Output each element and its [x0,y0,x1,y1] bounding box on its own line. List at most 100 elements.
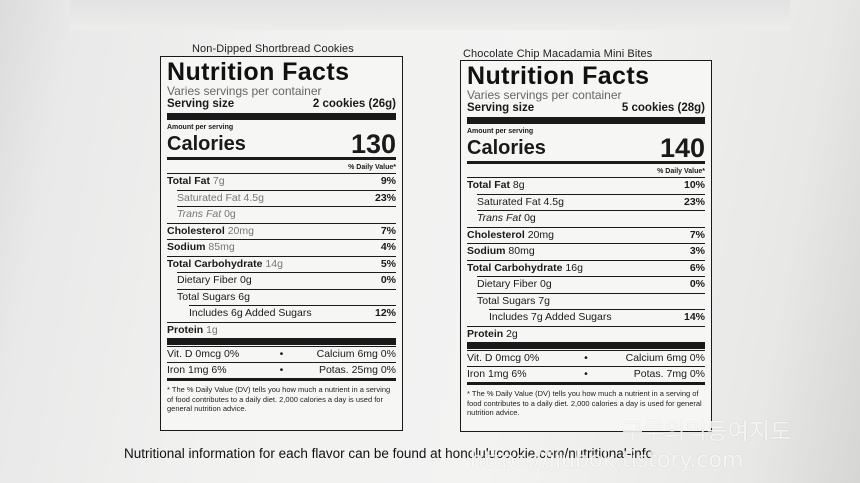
calories-row: Calories 140 [467,135,705,162]
nutrient-row-sodium: Sodium 85mg 4% [167,239,396,256]
nutrient-row-dietary-fiber: Dietary Fiber 0g 0% [177,272,396,289]
nutrient-row-cholesterol: Cholesterol 20mg 7% [167,222,396,240]
vitamin-right: Calcium 6mg 0% [316,348,396,360]
nutrient-row-protein: Protein 1g [167,321,396,339]
calories-row: Calories 130 [167,129,396,159]
nutrient-name: Total Sugars [177,290,236,303]
nutrient-amount: 4.5g [543,195,564,208]
nutrient-name: Total Carbohydrate [467,261,563,274]
nutrient-row-trans-fat: Trans Fat 0g [477,210,705,227]
nutrient-row-added-sugars: Includes 6g Added Sugars 12% [189,305,396,322]
nutrient-pct: 5% [380,257,396,270]
nutrient-amount: 6g [238,290,250,303]
watermark-url: https://jjubok.tistory.com [470,448,744,473]
nutrient-name: Total Sugars [477,294,536,307]
nutrient-name: Saturated Fat [477,195,541,208]
vitamin-left: Vit. D 0mcg 0% [167,348,240,360]
nutrient-name: Sodium [167,241,206,253]
nutrient-pct: 14% [683,311,705,323]
vitamin-row: Iron 1mg 6% • Potas. 25mg 0% [167,362,396,378]
nutrient-amount: 80mg [508,245,535,257]
vitamin-right: Potas. 7mg 0% [633,368,705,380]
label-title: Nutrition Facts [467,62,650,90]
nutrient-row-saturated-fat: Saturated Fat 4.5g 23% [477,193,705,211]
daily-value-header: % Daily Value* [348,164,396,171]
nutrient-amount: 0g [224,208,236,220]
daily-value-header: % Daily Value* [657,168,705,175]
bullet-icon: • [584,352,588,364]
nutrient-name: Total Fat [167,175,210,187]
nutrient-name: Trans Fat [177,208,222,220]
divider-thick [167,338,396,345]
vitamin-row: Iron 1mg 6% • Potas. 7mg 0% [467,366,705,382]
nutrient-name: Cholesterol [167,224,225,237]
serving-size-value: 5 cookies (28g) [621,102,705,114]
nutrient-amount: 14g [265,257,283,270]
nutrient-name: Includes 6g Added Sugars [189,307,312,319]
nutrient-pct: 12% [374,307,396,319]
calories-value: 130 [350,129,396,159]
nutrition-label-left: Nutrition Facts Varies servings per cont… [160,56,403,431]
nutrient-amount: 1g [206,323,218,336]
serving-size-row: Serving size 5 cookies (28g) [467,101,705,115]
nutrient-name: Protein [467,327,504,340]
nutrient-name: Total Carbohydrate [167,257,263,270]
nutrient-pct: 9% [380,175,396,187]
nutrient-name: Cholesterol [467,228,525,241]
nutrient-amount: 4.5g [243,191,264,204]
divider-medium [167,378,396,381]
vitamin-row: Vit. D 0mcg 0% • Calcium 6mg 0% [167,346,396,362]
nutrient-pct: 23% [683,195,705,208]
nutrient-pct: 6% [689,261,705,274]
servings-per-container: Varies servings per container [167,84,322,98]
nutrient-name: Protein [167,323,204,336]
nutrient-amount: 7g [538,294,550,307]
nutrient-row-total-sugars: Total Sugars 7g [477,292,705,310]
divider-thick [467,342,705,349]
divider-medium [467,382,705,385]
divider-medium [467,161,705,164]
nutrient-amount: 20mg [527,228,554,241]
nutrient-name: Trans Fat [477,212,522,224]
flavor-name-left: Non-Dipped Shortbread Cookies [192,43,354,55]
nutrient-row-total-carbohydrate: Total Carbohydrate 16g 6% [467,259,705,277]
watermark-korean: 구루의먹등여지도 [622,419,792,445]
dv-footnote: * The % Daily Value (DV) tells you how m… [167,385,391,413]
serving-size-row: Serving size 2 cookies (26g) [167,97,396,111]
calories-label: Calories [167,133,246,155]
nutrient-amount: 0g [240,274,252,286]
amount-per-serving: Amount per serving [167,124,234,131]
nutrient-pct: 23% [374,191,396,204]
serving-size-value: 2 cookies (26g) [312,98,396,110]
nutrient-row-protein: Protein 2g [467,325,705,343]
nutrient-amount: 7g [212,175,225,187]
nutrient-row-total-carbohydrate: Total Carbohydrate 14g 5% [167,255,396,273]
nutrient-row-total-fat: Total Fat 7g 9% [167,173,396,190]
nutrient-amount: 2g [506,327,518,340]
nutrient-amount: 16g [565,261,583,274]
nutrition-info-note: Nutritional information for each flavor … [124,446,654,461]
nutrient-name: Includes 7g Added Sugars [489,311,612,323]
nutrient-row-total-fat: Total Fat 8g 10% [467,177,705,194]
vitamin-row: Vit. D 0mcg 0% • Calcium 6mg 0% [467,350,705,366]
nutrient-pct: 0% [689,278,705,290]
nutrient-amount: 20mg [227,224,254,237]
nutrient-row-cholesterol: Cholesterol 20mg 7% [467,226,705,244]
nutrient-pct: 0% [380,274,396,286]
nutrient-name: Saturated Fat [177,191,241,204]
nutrient-amount: 85mg [208,241,235,253]
divider-thick [467,117,705,124]
nutrient-row-total-sugars: Total Sugars 6g [177,288,396,306]
nutrient-pct: 10% [683,179,705,191]
amount-per-serving: Amount per serving [467,128,534,135]
nutrient-row-dietary-fiber: Dietary Fiber 0g 0% [477,276,705,293]
nutrient-row-added-sugars: Includes 7g Added Sugars 14% [489,309,705,326]
nutrient-row-saturated-fat: Saturated Fat 4.5g 23% [177,189,396,207]
nutrient-name: Dietary Fiber [177,274,238,286]
nutrient-row-trans-fat: Trans Fat 0g [177,206,396,223]
calories-label: Calories [467,137,546,159]
vitamin-left: Iron 1mg 6% [467,368,527,380]
nutrient-pct: 4% [380,241,396,253]
nutrient-amount: 8g [512,179,525,191]
nutrient-name: Total Fat [467,179,510,191]
